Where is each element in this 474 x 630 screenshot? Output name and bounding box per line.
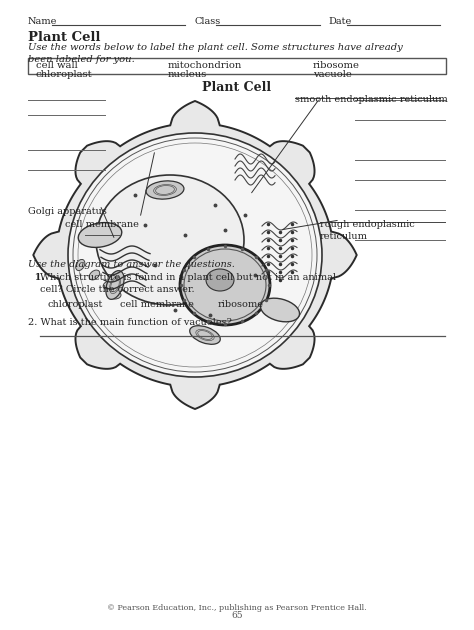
Ellipse shape <box>190 326 220 345</box>
Text: Use the words below to label the plant cell. Some structures have already
been l: Use the words below to label the plant c… <box>28 43 403 64</box>
Polygon shape <box>33 101 357 409</box>
Text: ribosome: ribosome <box>313 61 360 70</box>
Text: cell membrane: cell membrane <box>120 300 194 309</box>
FancyBboxPatch shape <box>28 58 446 74</box>
Text: Name: Name <box>28 17 57 26</box>
Text: Date: Date <box>328 17 351 26</box>
Ellipse shape <box>78 222 122 248</box>
Text: Use the diagram to answer the questions.: Use the diagram to answer the questions. <box>28 260 235 269</box>
Ellipse shape <box>261 298 300 322</box>
Text: Plant Cell: Plant Cell <box>202 81 272 94</box>
Text: Golgi apparatus: Golgi apparatus <box>28 207 107 216</box>
Ellipse shape <box>89 270 100 280</box>
Text: © Pearson Education, Inc., publishing as Pearson Prentice Hall.: © Pearson Education, Inc., publishing as… <box>107 604 367 612</box>
Ellipse shape <box>106 271 124 299</box>
Text: ribosome: ribosome <box>218 300 264 309</box>
Text: 1.: 1. <box>28 273 45 282</box>
Ellipse shape <box>146 181 184 199</box>
Text: chloroplast: chloroplast <box>36 70 92 79</box>
Ellipse shape <box>68 133 322 377</box>
Text: 65: 65 <box>231 611 243 620</box>
Ellipse shape <box>76 260 85 270</box>
Text: nucleus: nucleus <box>168 70 207 79</box>
Text: rough endoplasmic
reticulum: rough endoplasmic reticulum <box>320 220 415 241</box>
Text: smooth endoplasmic reticulum: smooth endoplasmic reticulum <box>295 95 448 104</box>
Ellipse shape <box>109 291 121 299</box>
Text: chloroplast: chloroplast <box>48 300 103 309</box>
Text: Plant Cell: Plant Cell <box>28 31 100 44</box>
Text: mitochondrion: mitochondrion <box>168 61 242 70</box>
Text: cell wall: cell wall <box>36 61 78 70</box>
Text: cell membrane: cell membrane <box>65 220 139 229</box>
Text: Which structure is found in a plant cell but not in an animal
cell? Circle the c: Which structure is found in a plant cell… <box>40 273 336 294</box>
Ellipse shape <box>180 245 270 325</box>
Text: vacuole: vacuole <box>313 70 352 79</box>
Text: 2. What is the main function of vacuoles?: 2. What is the main function of vacuoles… <box>28 318 232 327</box>
Ellipse shape <box>96 175 244 305</box>
Ellipse shape <box>103 281 115 289</box>
Text: Class: Class <box>195 17 221 26</box>
Ellipse shape <box>206 269 234 291</box>
